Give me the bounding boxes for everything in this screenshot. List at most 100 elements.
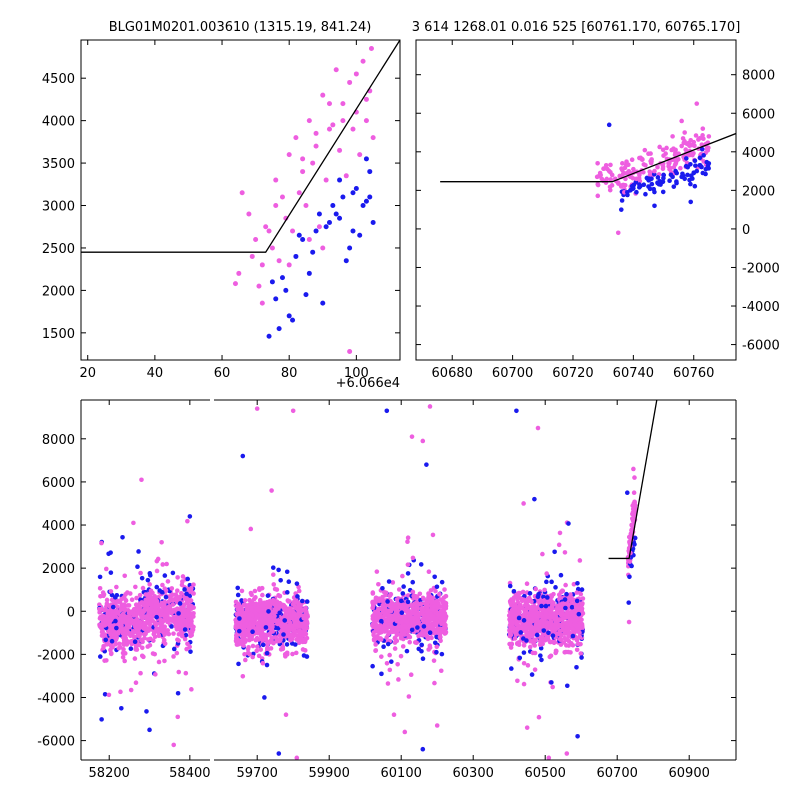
data-point <box>270 565 276 570</box>
data-point <box>575 586 581 592</box>
data-point <box>420 618 426 623</box>
x-tick-label: 58200 <box>89 766 130 781</box>
series-band-1 <box>594 101 712 236</box>
data-point <box>138 570 143 576</box>
data-point <box>171 654 176 659</box>
data-point <box>649 176 654 182</box>
data-point <box>154 614 159 620</box>
data-point <box>546 630 551 636</box>
data-point <box>597 170 603 176</box>
data-point <box>177 601 183 606</box>
data-point <box>313 143 319 149</box>
outlier-point <box>427 404 433 409</box>
data-point <box>620 161 625 166</box>
outlier-point <box>409 434 415 439</box>
data-point <box>706 134 712 139</box>
data-point <box>575 580 580 586</box>
data-point <box>634 189 639 195</box>
data-point <box>532 667 538 672</box>
panel-bottom: -6000 -4000 -2000 0 2000 4000 6000 8000 58200 584… <box>37 399 737 781</box>
data-point <box>652 203 657 209</box>
data-point <box>395 661 400 667</box>
data-point <box>692 183 698 189</box>
data-point <box>121 642 127 647</box>
data-point <box>524 638 529 643</box>
data-point <box>632 475 637 480</box>
data-point <box>518 630 524 635</box>
x-tick-label: 60720 <box>552 366 593 381</box>
data-point <box>299 598 305 604</box>
data-point <box>259 300 265 306</box>
data-point <box>378 618 384 624</box>
data-point <box>657 144 662 150</box>
data-point <box>578 620 584 626</box>
data-point <box>278 637 283 643</box>
data-point <box>525 663 531 668</box>
data-point <box>300 156 306 162</box>
data-point <box>373 648 378 653</box>
data-point <box>571 613 577 619</box>
data-point <box>108 589 114 594</box>
data-point <box>162 641 168 646</box>
outlier-point <box>290 408 296 414</box>
data-point <box>99 540 104 546</box>
data-point <box>432 680 437 686</box>
data-point <box>189 627 195 633</box>
data-point <box>148 618 153 624</box>
data-point <box>326 126 332 132</box>
data-point <box>117 599 122 605</box>
data-point <box>380 594 385 600</box>
data-point <box>624 490 630 495</box>
data-point <box>97 585 103 591</box>
data-point <box>269 279 275 285</box>
data-point <box>521 626 527 631</box>
data-point <box>176 638 181 643</box>
fit-line <box>440 132 736 183</box>
panel-bottom-segment-1 <box>97 477 196 748</box>
data-point <box>660 189 666 195</box>
data-point <box>373 624 379 629</box>
data-point <box>395 614 400 619</box>
y-tick-label: -4000 <box>37 691 75 706</box>
data-point <box>148 588 154 594</box>
data-point <box>563 605 568 611</box>
data-point <box>300 169 306 175</box>
data-point <box>405 599 411 605</box>
data-point <box>427 626 432 632</box>
data-point <box>395 600 401 606</box>
data-point <box>370 663 375 669</box>
data-point <box>670 134 675 139</box>
data-point <box>556 542 562 548</box>
data-point <box>161 637 167 643</box>
x-tick-label: 60680 <box>432 366 473 381</box>
y-tick-label: 6000 <box>42 476 75 491</box>
data-point <box>183 670 189 676</box>
data-point <box>507 631 513 636</box>
data-point <box>274 638 279 644</box>
data-point <box>562 635 567 641</box>
data-point <box>534 632 540 638</box>
data-point <box>379 654 384 659</box>
data-point <box>394 627 399 632</box>
series-band-2 <box>266 156 376 339</box>
data-point <box>394 597 400 602</box>
data-point <box>235 604 240 609</box>
data-point <box>579 587 585 592</box>
data-point <box>370 590 376 595</box>
data-point <box>122 573 128 579</box>
data-point <box>184 623 190 628</box>
data-point <box>247 611 253 617</box>
data-point <box>379 629 384 635</box>
data-point <box>544 579 549 585</box>
data-point <box>672 158 678 163</box>
data-point <box>105 621 111 626</box>
data-point <box>104 658 109 663</box>
data-point <box>269 245 275 251</box>
data-point <box>139 645 145 651</box>
data-point <box>168 616 174 621</box>
data-point <box>112 595 118 600</box>
data-point <box>136 549 141 554</box>
data-point <box>376 607 381 612</box>
data-point <box>340 118 346 124</box>
data-point <box>679 143 684 149</box>
